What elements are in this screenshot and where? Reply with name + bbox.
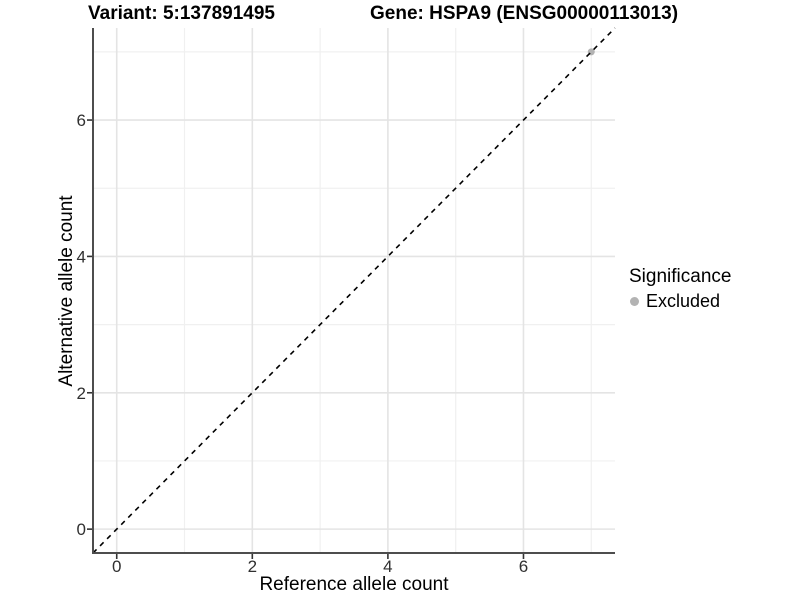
x-tick-label: 6 [519, 557, 528, 576]
legend: Significance Excluded [629, 266, 731, 312]
legend-key-dot-icon [630, 296, 639, 306]
y-tick-label: 6 [77, 111, 86, 130]
plot-title-variant: Variant: 5:137891495 [88, 3, 275, 24]
identity-reference-line [92, 27, 616, 554]
x-tick-label: 0 [112, 557, 121, 576]
y-tick-label: 0 [77, 520, 86, 539]
x-tick-label: 4 [383, 557, 392, 576]
y-tick-label: 4 [77, 247, 86, 266]
plot-title-gene: Gene: HSPA9 (ENSG00000113013) [370, 3, 679, 24]
legend-item-label: Excluded [646, 291, 721, 311]
y-tick-label: 2 [77, 384, 86, 403]
legend-title: Significance [629, 266, 732, 287]
x-axis-label: Reference allele count [259, 574, 449, 595]
legend-item-excluded: Excluded [629, 290, 731, 312]
y-axis-label: Alternative allele count [56, 195, 77, 387]
x-tick-label: 2 [248, 557, 257, 576]
